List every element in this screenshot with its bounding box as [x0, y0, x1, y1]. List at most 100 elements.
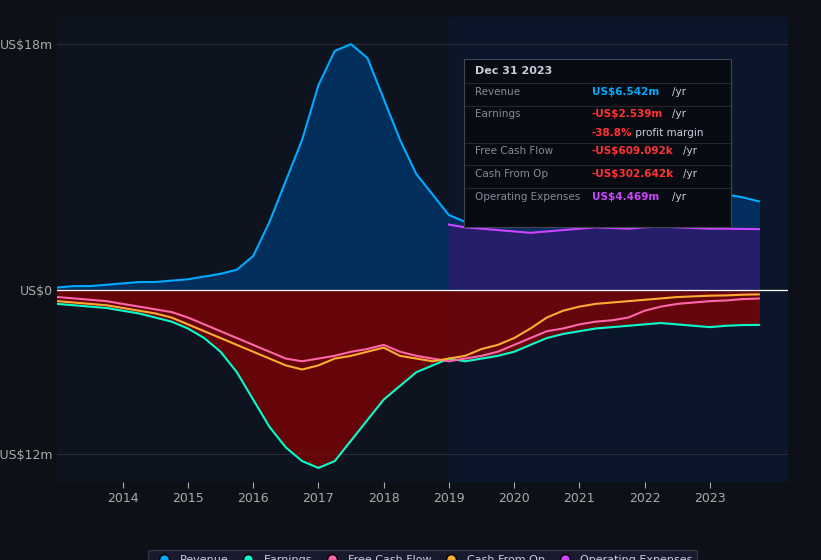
- Cash From Op: [640, 296, 649, 303]
- Free Cash Flow: [672, 301, 682, 307]
- Text: US$4.469m: US$4.469m: [592, 192, 659, 202]
- Text: Operating Expenses: Operating Expenses: [475, 192, 580, 202]
- Earnings: [656, 320, 666, 326]
- Operating Expenses: [542, 228, 552, 235]
- Revenue: [428, 191, 438, 198]
- Line: Free Cash Flow: Free Cash Flow: [57, 297, 759, 361]
- Revenue: [362, 54, 372, 61]
- Earnings: [53, 301, 62, 307]
- Free Cash Flow: [525, 335, 535, 342]
- Revenue: [754, 198, 764, 205]
- Bar: [449, 17, 788, 482]
- Operating Expenses: [461, 224, 470, 231]
- Free Cash Flow: [183, 314, 193, 321]
- Operating Expenses: [444, 221, 454, 228]
- Operating Expenses: [705, 225, 715, 232]
- Free Cash Flow: [640, 307, 649, 314]
- Legend: Revenue, Earnings, Free Cash Flow, Cash From Op, Operating Expenses: Revenue, Earnings, Free Cash Flow, Cash …: [149, 550, 697, 560]
- Free Cash Flow: [428, 355, 438, 362]
- Revenue: [53, 284, 62, 291]
- Free Cash Flow: [575, 321, 585, 328]
- Free Cash Flow: [297, 358, 307, 365]
- Earnings: [69, 302, 79, 309]
- Text: /yr: /yr: [672, 86, 686, 96]
- Earnings: [183, 325, 193, 332]
- Cash From Op: [134, 307, 144, 314]
- Revenue: [85, 283, 95, 290]
- Earnings: [411, 369, 421, 376]
- Cash From Op: [509, 335, 519, 342]
- Text: Cash From Op: Cash From Op: [475, 169, 548, 179]
- Text: Free Cash Flow: Free Cash Flow: [475, 147, 553, 156]
- Revenue: [134, 279, 144, 286]
- Revenue: [461, 218, 470, 225]
- Revenue: [591, 164, 601, 171]
- Free Cash Flow: [167, 309, 177, 315]
- Revenue: [575, 178, 585, 184]
- Free Cash Flow: [232, 335, 242, 342]
- Cash From Op: [722, 292, 732, 299]
- Revenue: [722, 191, 732, 198]
- Line: Earnings: Earnings: [57, 304, 759, 468]
- Cash From Op: [362, 348, 372, 355]
- Text: -US$609.092k: -US$609.092k: [592, 147, 674, 156]
- Operating Expenses: [591, 224, 601, 231]
- Free Cash Flow: [493, 348, 502, 355]
- Cash From Op: [525, 325, 535, 332]
- Operating Expenses: [575, 225, 585, 232]
- Revenue: [737, 194, 747, 200]
- Text: Earnings: Earnings: [475, 109, 520, 119]
- Revenue: [330, 48, 340, 54]
- Operating Expenses: [754, 226, 764, 232]
- Operating Expenses: [689, 225, 699, 231]
- Revenue: [69, 283, 79, 290]
- Free Cash Flow: [85, 296, 95, 303]
- Free Cash Flow: [558, 325, 568, 332]
- Revenue: [623, 153, 633, 160]
- Earnings: [444, 355, 454, 362]
- Text: US$6.542m: US$6.542m: [592, 86, 659, 96]
- Earnings: [623, 323, 633, 329]
- Free Cash Flow: [330, 352, 340, 359]
- Earnings: [264, 423, 274, 430]
- Free Cash Flow: [248, 342, 258, 348]
- Operating Expenses: [525, 230, 535, 236]
- Earnings: [640, 321, 649, 328]
- Earnings: [281, 444, 291, 451]
- Cash From Op: [607, 299, 617, 306]
- Cash From Op: [297, 366, 307, 373]
- Revenue: [525, 194, 535, 200]
- Cash From Op: [183, 321, 193, 328]
- Text: /yr: /yr: [672, 192, 686, 202]
- Free Cash Flow: [314, 355, 323, 362]
- Revenue: [477, 212, 487, 218]
- Earnings: [607, 324, 617, 330]
- Cash From Op: [542, 314, 552, 321]
- Cash From Op: [117, 305, 127, 311]
- Earnings: [591, 325, 601, 332]
- Cash From Op: [346, 352, 356, 359]
- Cash From Op: [378, 344, 388, 351]
- Revenue: [167, 277, 177, 284]
- Free Cash Flow: [395, 348, 405, 355]
- Free Cash Flow: [542, 328, 552, 334]
- Cash From Op: [248, 348, 258, 355]
- Operating Expenses: [493, 227, 502, 234]
- Earnings: [248, 396, 258, 403]
- Earnings: [134, 310, 144, 317]
- Cash From Op: [689, 293, 699, 300]
- Revenue: [102, 281, 112, 288]
- Line: Revenue: Revenue: [57, 44, 759, 287]
- Free Cash Flow: [117, 301, 127, 307]
- Earnings: [362, 417, 372, 423]
- Free Cash Flow: [346, 348, 356, 355]
- Revenue: [248, 253, 258, 259]
- Earnings: [705, 324, 715, 330]
- Line: Cash From Op: Cash From Op: [57, 295, 759, 370]
- Free Cash Flow: [362, 346, 372, 352]
- Free Cash Flow: [689, 299, 699, 306]
- Free Cash Flow: [754, 295, 764, 302]
- Operating Expenses: [623, 225, 633, 232]
- Free Cash Flow: [264, 348, 274, 355]
- Earnings: [493, 352, 502, 359]
